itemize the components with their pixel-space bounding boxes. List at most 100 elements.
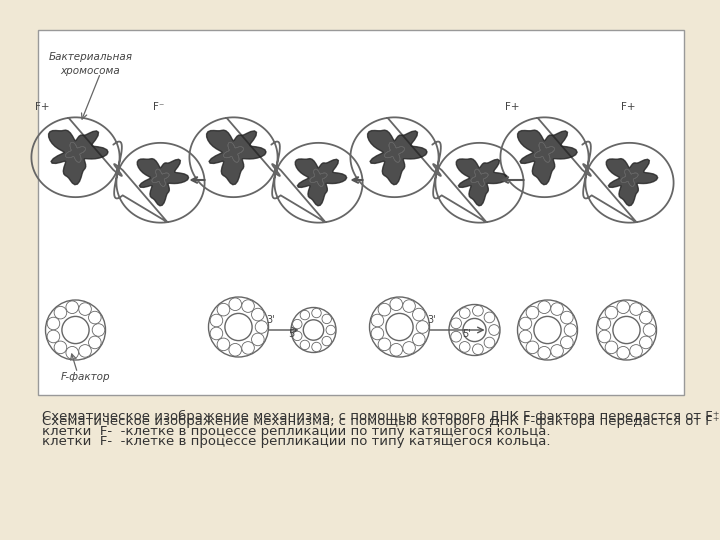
Circle shape <box>402 300 415 312</box>
Circle shape <box>45 300 106 360</box>
Circle shape <box>596 300 657 360</box>
Circle shape <box>229 343 241 356</box>
Text: 3': 3' <box>428 315 436 325</box>
Circle shape <box>66 347 78 359</box>
Circle shape <box>322 314 331 323</box>
Circle shape <box>598 317 611 330</box>
Circle shape <box>371 327 384 340</box>
Circle shape <box>386 313 413 341</box>
Circle shape <box>78 345 91 357</box>
Circle shape <box>413 308 425 321</box>
Circle shape <box>209 297 269 357</box>
Circle shape <box>416 321 429 333</box>
Circle shape <box>312 342 321 352</box>
Text: хромосома: хромосома <box>60 66 120 76</box>
Circle shape <box>639 311 652 324</box>
Circle shape <box>472 306 483 316</box>
Circle shape <box>484 312 495 323</box>
Circle shape <box>229 298 241 310</box>
Polygon shape <box>295 159 347 206</box>
Circle shape <box>54 341 67 354</box>
Circle shape <box>217 303 230 316</box>
Text: 3': 3' <box>266 315 275 325</box>
Circle shape <box>534 316 561 343</box>
Circle shape <box>643 323 656 336</box>
Circle shape <box>89 336 101 349</box>
Circle shape <box>617 347 629 359</box>
Polygon shape <box>518 130 577 185</box>
Circle shape <box>605 341 618 354</box>
Circle shape <box>326 325 336 335</box>
Circle shape <box>371 314 384 327</box>
Text: Схематическое изображение механизма, с помощью которого ДНК F-фактора передастся: Схематическое изображение механизма, с п… <box>42 415 720 428</box>
Circle shape <box>210 327 222 340</box>
Circle shape <box>463 319 486 342</box>
Circle shape <box>303 320 324 340</box>
Circle shape <box>526 341 539 354</box>
Circle shape <box>538 347 551 359</box>
Text: 5': 5' <box>462 329 472 339</box>
Circle shape <box>54 306 67 319</box>
Circle shape <box>89 311 101 324</box>
Circle shape <box>449 305 500 355</box>
Circle shape <box>519 330 532 343</box>
Text: F⁻: F⁻ <box>153 102 164 112</box>
Circle shape <box>92 323 105 336</box>
Circle shape <box>551 303 563 315</box>
Circle shape <box>639 336 652 349</box>
Text: F+: F+ <box>505 102 519 112</box>
Circle shape <box>390 343 402 356</box>
Circle shape <box>451 318 462 329</box>
Text: клетки  F-  -клетке в процессе репликации по типу катящегося кольца.: клетки F- -клетке в процессе репликации … <box>42 425 551 438</box>
Circle shape <box>519 317 532 330</box>
Circle shape <box>47 317 60 330</box>
Circle shape <box>251 333 264 346</box>
Circle shape <box>242 342 254 354</box>
Circle shape <box>312 308 321 318</box>
Circle shape <box>451 332 462 342</box>
Circle shape <box>255 321 268 333</box>
Circle shape <box>613 316 640 343</box>
Circle shape <box>526 306 539 319</box>
Circle shape <box>605 306 618 319</box>
Polygon shape <box>456 159 508 206</box>
Text: клетки  F-  -клетке в процессе репликации по типу катящегося кольца.: клетки F- -клетке в процессе репликации … <box>42 435 551 448</box>
Circle shape <box>78 303 91 315</box>
Circle shape <box>630 303 642 315</box>
Circle shape <box>292 319 302 329</box>
Circle shape <box>291 307 336 353</box>
Circle shape <box>472 344 483 355</box>
Circle shape <box>617 301 629 314</box>
Circle shape <box>378 303 391 316</box>
Circle shape <box>378 338 391 350</box>
Circle shape <box>561 311 573 324</box>
Circle shape <box>402 342 415 354</box>
Circle shape <box>489 325 500 335</box>
Circle shape <box>210 314 222 327</box>
Circle shape <box>251 308 264 321</box>
Circle shape <box>413 333 425 346</box>
Circle shape <box>217 338 230 350</box>
Circle shape <box>225 313 252 341</box>
Circle shape <box>538 301 551 314</box>
Circle shape <box>459 342 470 352</box>
Polygon shape <box>48 130 108 185</box>
Circle shape <box>322 336 331 346</box>
Circle shape <box>459 308 470 319</box>
Circle shape <box>598 330 611 343</box>
Circle shape <box>561 336 573 349</box>
Circle shape <box>300 310 310 320</box>
Text: F+: F+ <box>621 102 636 112</box>
Text: F+: F+ <box>35 102 50 112</box>
Circle shape <box>242 300 254 312</box>
Circle shape <box>390 298 402 310</box>
Text: 5': 5' <box>289 329 297 339</box>
Text: Бактериальная: Бактериальная <box>48 52 132 62</box>
Circle shape <box>66 301 78 314</box>
Circle shape <box>551 345 563 357</box>
Circle shape <box>47 330 60 343</box>
Text: Схематическое изображение механизма, с помощью которого ДНК F-фактора передастся: Схематическое изображение механизма, с п… <box>42 410 720 423</box>
Text: F-фактор: F-фактор <box>60 372 110 382</box>
Circle shape <box>369 297 430 357</box>
Polygon shape <box>207 130 266 185</box>
